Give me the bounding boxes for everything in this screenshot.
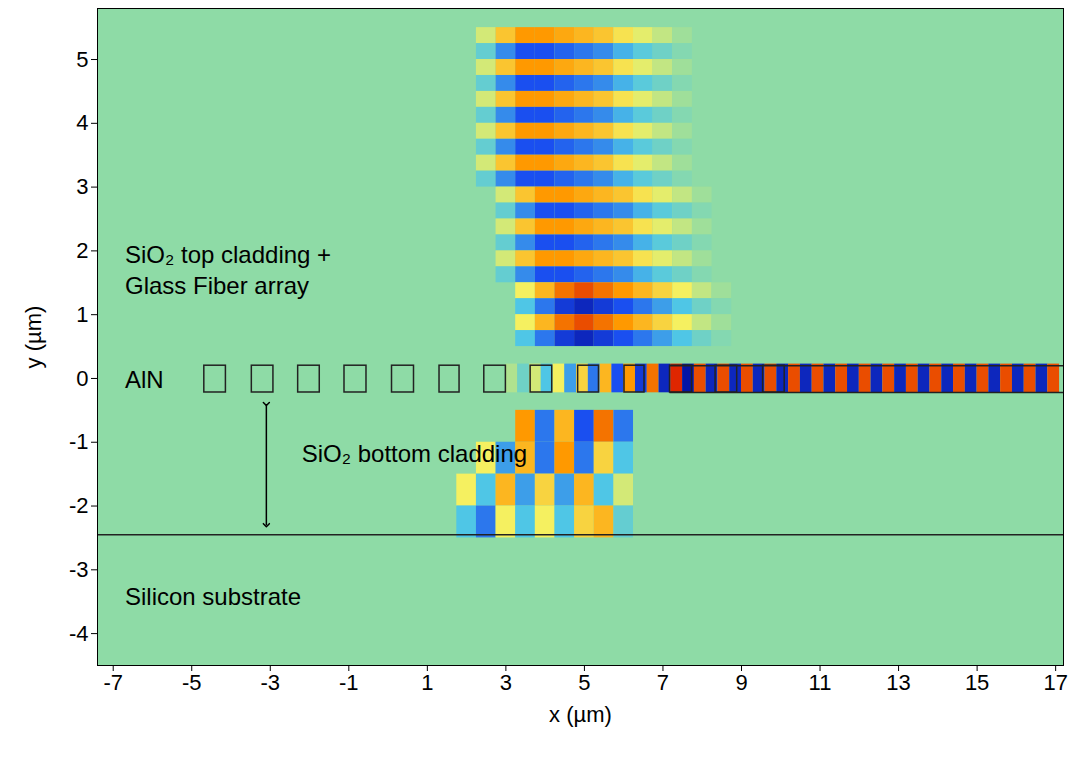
svg-text:3: 3 — [500, 670, 512, 695]
svg-text:-1: -1 — [69, 429, 89, 454]
svg-text:-3: -3 — [260, 670, 280, 695]
svg-text:x (µm): x (µm) — [549, 702, 612, 727]
svg-text:-2: -2 — [69, 493, 89, 518]
svg-text:-7: -7 — [103, 670, 123, 695]
svg-text:11: 11 — [809, 670, 832, 695]
svg-text:1: 1 — [421, 670, 433, 695]
svg-text:-3: -3 — [69, 557, 89, 582]
svg-text:7: 7 — [657, 670, 669, 695]
svg-text:9: 9 — [735, 670, 747, 695]
svg-text:AlN: AlN — [125, 366, 164, 393]
svg-text:SiO₂ bottom cladding: SiO₂ bottom cladding — [302, 440, 527, 467]
svg-text:y (µm): y (µm) — [21, 306, 46, 369]
svg-text:3: 3 — [76, 174, 88, 199]
svg-text:5: 5 — [578, 670, 590, 695]
svg-text:-5: -5 — [182, 670, 202, 695]
svg-text:1: 1 — [76, 302, 88, 327]
svg-text:5: 5 — [76, 47, 88, 72]
svg-text:2: 2 — [76, 238, 88, 263]
svg-text:17: 17 — [1043, 670, 1067, 695]
svg-text:Silicon substrate: Silicon substrate — [125, 583, 301, 610]
svg-text:SiO₂ top cladding +Glass Fiber: SiO₂ top cladding +Glass Fiber array — [125, 241, 331, 299]
svg-text:0: 0 — [76, 366, 88, 391]
svg-text:13: 13 — [886, 670, 910, 695]
svg-text:-4: -4 — [69, 621, 89, 646]
svg-text:15: 15 — [965, 670, 989, 695]
svg-text:-1: -1 — [339, 670, 359, 695]
svg-text:4: 4 — [76, 110, 88, 135]
